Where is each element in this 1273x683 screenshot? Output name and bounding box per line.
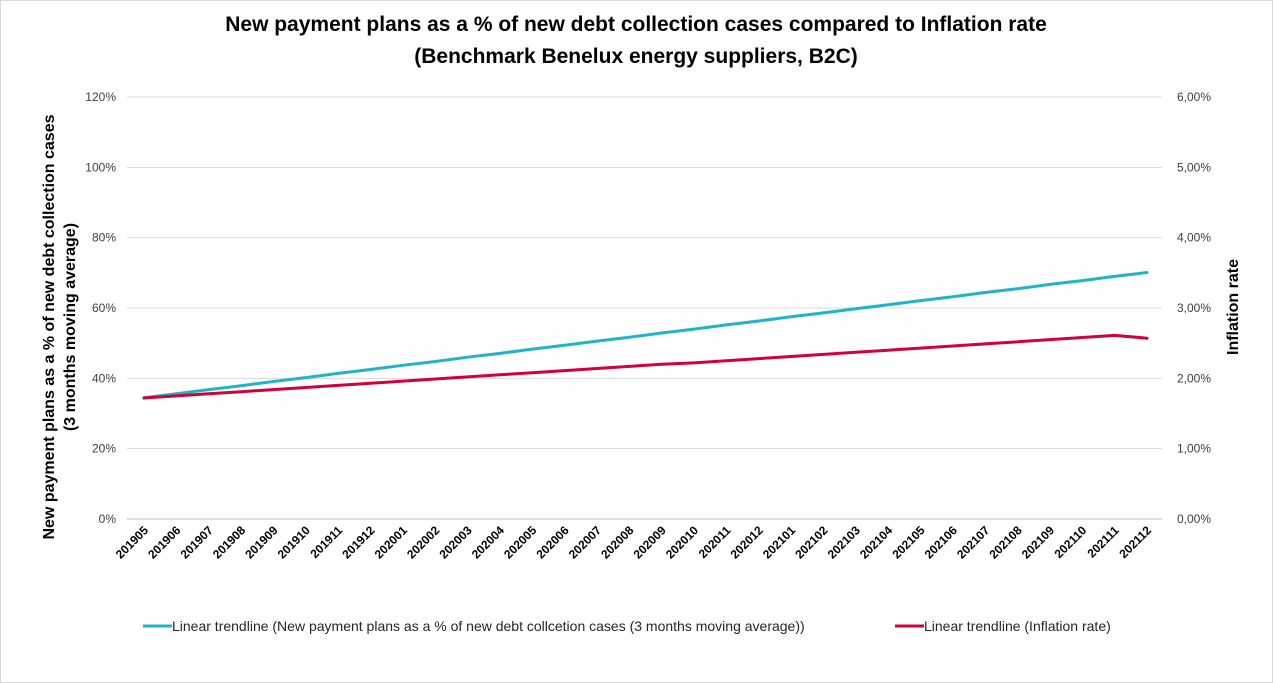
legend: Linear trendline (New payment plans as a…	[143, 618, 1111, 634]
legend-label-inflation: Linear trendline (Inflation rate)	[924, 618, 1111, 634]
y-axis-title: New payment plans as a % of new debt col…	[41, 114, 58, 539]
x-tick-label: 202107	[954, 523, 992, 561]
x-tick-label: 202101	[760, 523, 798, 561]
x-tick-label: 202009	[631, 523, 669, 561]
x-tick-label: 202010	[663, 523, 701, 561]
y2-tick-label: 1,00%	[1177, 442, 1211, 456]
y-tick-label: 20%	[92, 442, 116, 456]
x-tick-label: 202003	[436, 523, 474, 561]
x-tick-label: 202002	[404, 523, 442, 561]
y-tick-label: 80%	[92, 231, 116, 245]
x-tick-label: 202106	[922, 523, 960, 561]
x-tick-label: 201912	[339, 523, 377, 561]
x-tick-label: 202011	[696, 523, 734, 561]
y-axis-title-line2: (3 months moving average)	[62, 223, 79, 431]
x-tick-label: 202108	[986, 523, 1024, 561]
y-tick-label: 0%	[99, 512, 117, 526]
series-lines	[142, 271, 1149, 400]
x-tick-label: 201910	[275, 523, 313, 561]
x-tick-label: 201911	[307, 523, 345, 561]
x-tick-label: 202008	[598, 523, 636, 561]
series-line-payment-plans	[142, 271, 1149, 400]
x-tick-label: 201909	[242, 523, 280, 561]
chart-title: New payment plans as a % of new debt col…	[225, 13, 1047, 36]
x-tick-label: 202005	[501, 523, 539, 561]
left-axis-ticks: 0% 20% 40% 60% 80% 100% 120%	[85, 90, 116, 526]
chart-subtitle: (Benchmark Benelux energy suppliers, B2C…	[414, 45, 857, 68]
x-tick-label: 202006	[534, 523, 572, 561]
x-tick-label: 202105	[889, 523, 927, 561]
y-tick-label: 120%	[85, 90, 116, 104]
x-tick-label: 201907	[178, 523, 216, 561]
x-axis-ticks: 2019052019062019072019082019092019102019…	[113, 523, 1154, 561]
x-tick-label: 202102	[792, 523, 830, 561]
right-axis-ticks: 0,00% 1,00% 2,00% 3,00% 4,00% 5,00% 6,00%	[1177, 90, 1211, 526]
y2-tick-label: 5,00%	[1177, 160, 1211, 174]
x-tick-label: 202001	[372, 523, 410, 561]
y2-axis-title: Inflation rate	[1225, 259, 1242, 355]
x-tick-label: 202109	[1019, 523, 1057, 561]
y-tick-label: 100%	[85, 160, 116, 174]
x-tick-label: 201908	[210, 523, 248, 561]
y2-tick-label: 3,00%	[1177, 301, 1211, 315]
x-tick-label: 202104	[857, 523, 895, 561]
x-tick-label: 201906	[145, 523, 183, 561]
x-tick-label: 202110	[1052, 523, 1090, 561]
x-tick-label: 202012	[728, 523, 766, 561]
legend-label-payment-plans: Linear trendline (New payment plans as a…	[172, 618, 805, 634]
y2-tick-label: 2,00%	[1177, 371, 1211, 385]
y-tick-label: 60%	[92, 301, 116, 315]
x-tick-label: 202112	[1116, 523, 1154, 561]
y2-tick-label: 6,00%	[1177, 90, 1211, 104]
x-tick-label: 201905	[113, 523, 151, 561]
y-tick-label: 40%	[92, 371, 116, 385]
x-tick-label: 202111	[1084, 523, 1122, 561]
y2-tick-label: 4,00%	[1177, 231, 1211, 245]
x-tick-label: 202007	[566, 523, 604, 561]
gridlines	[127, 96, 1162, 520]
x-tick-label: 202004	[469, 523, 507, 561]
series-line-inflation	[142, 333, 1149, 400]
x-tick-label: 202103	[825, 523, 863, 561]
y2-tick-label: 0,00%	[1177, 512, 1211, 526]
